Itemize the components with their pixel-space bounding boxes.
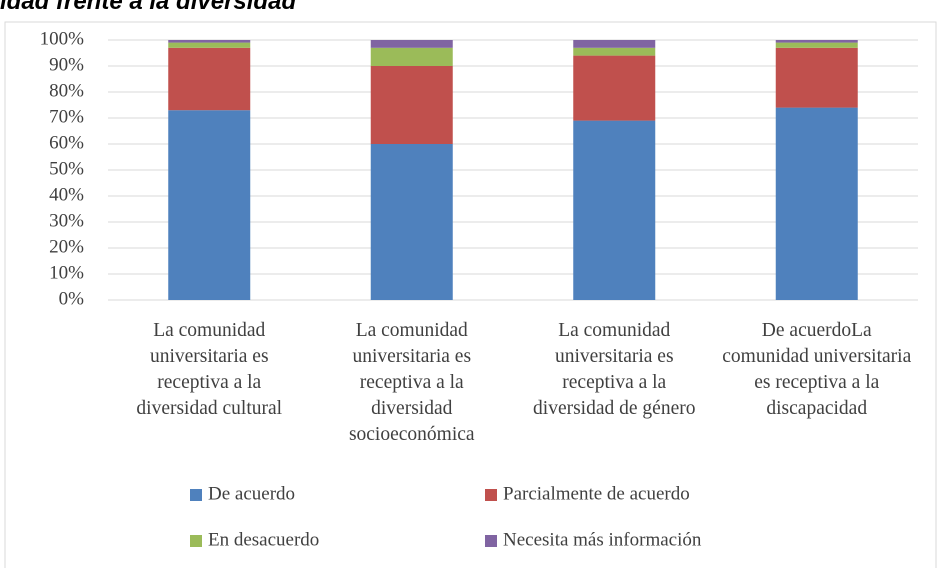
- bar-segment: [775, 40, 858, 43]
- y-tick-label: 40%: [49, 184, 84, 205]
- bar-segment: [573, 55, 656, 121]
- legend-label: De acuerdo: [208, 483, 295, 504]
- y-tick-label: 80%: [49, 80, 84, 101]
- y-tick-label: 50%: [49, 158, 84, 179]
- x-tick-label: La comunidad universitaria es receptiva …: [533, 320, 696, 419]
- x-tick-label: La comunidad universitaria es receptiva …: [136, 320, 283, 419]
- legend-swatch: [190, 489, 202, 501]
- y-tick-label: 30%: [49, 210, 84, 231]
- y-tick-label: 10%: [49, 262, 84, 283]
- legend-label: Necesita más información: [503, 529, 702, 550]
- bar-segment: [370, 40, 453, 48]
- legend-swatch: [485, 535, 497, 547]
- bar-segment: [775, 42, 858, 48]
- y-tick-label: 70%: [49, 106, 84, 127]
- bar-segment: [370, 47, 453, 66]
- legend-label: En desacuerdo: [208, 529, 319, 550]
- legend-swatch: [190, 535, 202, 547]
- y-tick-label: 20%: [49, 236, 84, 257]
- bar-segment: [168, 40, 251, 43]
- x-tick-label: De acuerdoLa comunidad universitaria es …: [722, 320, 912, 419]
- chart-frame: [4, 21, 937, 568]
- bar-segment: [168, 42, 251, 48]
- bar-segment: [573, 120, 656, 300]
- bar-segment: [370, 144, 453, 300]
- bar-segment: [775, 47, 858, 108]
- y-tick-label: 90%: [49, 54, 84, 75]
- bar-segment: [573, 47, 656, 56]
- y-tick-label: 100%: [40, 28, 85, 49]
- bar-segment: [370, 66, 453, 144]
- chart-title: idad frente a la diversidad: [0, 0, 297, 15]
- x-tick-label: La comunidad universitaria es receptiva …: [348, 320, 475, 445]
- bar-segment: [775, 107, 858, 300]
- y-tick-label: 60%: [49, 132, 84, 153]
- bar-segment: [573, 40, 656, 48]
- legend-label: Parcialmente de acuerdo: [503, 483, 690, 504]
- bar-segment: [168, 47, 251, 111]
- y-tick-label: 0%: [59, 288, 85, 309]
- legend-swatch: [485, 489, 497, 501]
- bar-segment: [168, 110, 251, 300]
